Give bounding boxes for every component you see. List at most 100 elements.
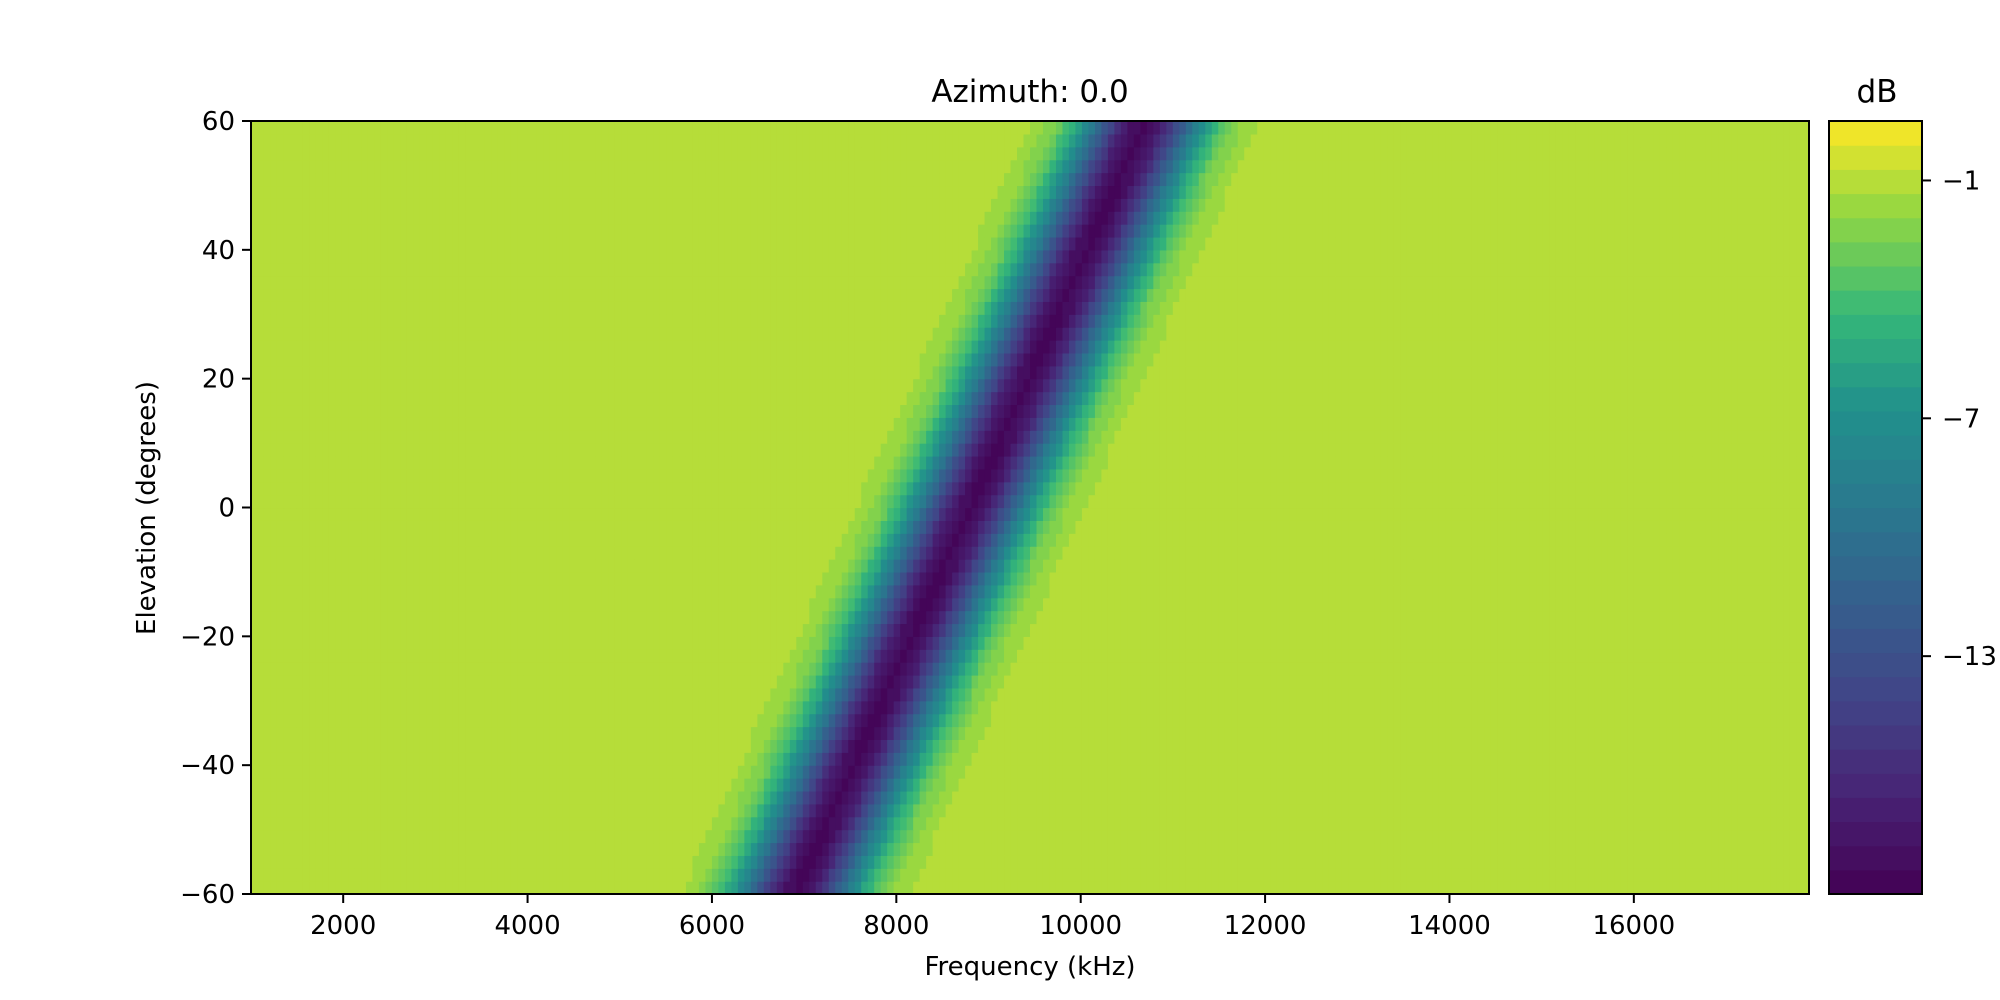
heatmap-cell bbox=[1374, 765, 1382, 779]
heatmap-cell bbox=[971, 842, 979, 856]
heatmap-cell bbox=[679, 700, 687, 715]
heatmap-cell bbox=[750, 868, 758, 882]
heatmap-cell bbox=[335, 649, 343, 663]
heatmap-cell bbox=[419, 816, 427, 831]
heatmap-cell bbox=[588, 790, 596, 805]
heatmap-cell bbox=[1627, 726, 1635, 740]
heatmap-cell bbox=[1438, 752, 1447, 766]
heatmap-cell bbox=[1075, 842, 1083, 856]
heatmap-cell bbox=[270, 713, 278, 728]
heatmap-cell bbox=[1205, 662, 1213, 676]
heatmap-cell bbox=[783, 816, 791, 831]
heatmap-cell bbox=[1536, 636, 1544, 650]
heatmap-cell bbox=[1185, 687, 1193, 702]
heatmap-cell bbox=[692, 868, 700, 882]
heatmap-cell bbox=[1776, 842, 1784, 856]
heatmap-cell bbox=[1328, 790, 1336, 805]
heatmap-cell bbox=[1757, 803, 1765, 818]
heatmap-cell bbox=[276, 842, 285, 856]
heatmap-cell bbox=[413, 700, 421, 715]
heatmap-cell bbox=[1283, 778, 1291, 792]
heatmap-cell bbox=[1081, 726, 1090, 740]
heatmap-cell bbox=[1510, 855, 1518, 869]
heatmap-cell bbox=[1581, 816, 1589, 831]
heatmap-cell bbox=[1451, 649, 1460, 663]
heatmap-cell bbox=[335, 726, 343, 740]
heatmap-cell bbox=[1244, 700, 1252, 715]
heatmap-cell bbox=[1309, 739, 1317, 753]
heatmap-cell bbox=[848, 752, 856, 766]
heatmap-cell bbox=[1107, 752, 1115, 766]
heatmap-cell bbox=[458, 778, 466, 792]
heatmap-cell bbox=[1302, 713, 1310, 728]
heatmap-cell bbox=[1017, 623, 1025, 637]
heatmap-cell bbox=[419, 803, 427, 818]
heatmap-cell bbox=[523, 726, 531, 740]
heatmap-cell bbox=[1270, 739, 1278, 753]
heatmap-cell bbox=[1114, 739, 1122, 753]
heatmap-cell bbox=[1185, 765, 1193, 779]
heatmap-cell bbox=[796, 881, 804, 895]
heatmap-cell bbox=[1367, 726, 1375, 740]
heatmap-cell bbox=[302, 829, 311, 844]
heatmap-cell bbox=[1367, 687, 1375, 702]
heatmap-cell bbox=[1237, 855, 1245, 869]
heatmap-cell bbox=[1211, 636, 1219, 650]
heatmap-cell bbox=[854, 662, 862, 676]
heatmap-cell bbox=[666, 726, 674, 740]
heatmap-cell bbox=[1750, 662, 1758, 676]
heatmap-cell bbox=[328, 623, 336, 637]
heatmap-cell bbox=[783, 623, 791, 637]
heatmap-cell bbox=[1614, 726, 1622, 740]
heatmap-cell bbox=[497, 868, 505, 882]
heatmap-cell bbox=[1017, 726, 1025, 740]
heatmap-cell bbox=[426, 739, 434, 753]
heatmap-cell bbox=[1224, 726, 1232, 740]
heatmap-cell bbox=[1601, 687, 1609, 702]
heatmap-cell bbox=[789, 881, 797, 895]
heatmap-cell bbox=[1309, 803, 1317, 818]
heatmap-cell bbox=[1068, 855, 1077, 869]
heatmap-cell bbox=[978, 739, 986, 753]
heatmap-cell bbox=[348, 868, 356, 882]
heatmap-cell bbox=[1549, 881, 1557, 895]
heatmap-cell bbox=[1646, 790, 1654, 805]
heatmap-cell bbox=[1601, 868, 1609, 882]
heatmap-cell bbox=[770, 700, 778, 715]
heatmap-cell bbox=[1770, 636, 1778, 650]
heatmap-cell bbox=[926, 700, 934, 715]
heatmap-cell bbox=[322, 829, 330, 844]
heatmap-cell bbox=[1107, 778, 1115, 792]
heatmap-cell bbox=[1185, 881, 1193, 895]
heatmap-cell bbox=[893, 623, 901, 637]
heatmap-cell bbox=[1042, 868, 1051, 882]
heatmap-cell bbox=[1030, 687, 1038, 702]
heatmap-cell bbox=[1646, 868, 1654, 882]
heatmap-cell bbox=[1036, 674, 1044, 689]
heatmap-cell bbox=[582, 842, 590, 856]
heatmap-cell bbox=[1004, 662, 1012, 676]
heatmap-cell bbox=[1309, 726, 1317, 740]
heatmap-cell bbox=[1445, 855, 1453, 869]
heatmap-cell bbox=[1017, 868, 1025, 882]
heatmap-cell bbox=[569, 881, 577, 895]
heatmap-cell bbox=[939, 713, 947, 728]
heatmap-cell bbox=[1750, 687, 1758, 702]
heatmap-cell bbox=[1419, 674, 1427, 689]
heatmap-cell bbox=[1536, 752, 1544, 766]
heatmap-cell bbox=[1374, 713, 1382, 728]
heatmap-cell bbox=[1250, 752, 1258, 766]
heatmap-cell bbox=[1497, 881, 1505, 895]
heatmap-cell bbox=[1471, 829, 1479, 844]
heatmap-cell bbox=[1692, 868, 1700, 882]
heatmap-cell bbox=[919, 726, 927, 740]
heatmap-cell bbox=[1237, 765, 1245, 779]
heatmap-cell bbox=[510, 765, 518, 779]
heatmap-cell bbox=[1140, 868, 1148, 882]
heatmap-cell bbox=[1322, 674, 1330, 689]
heatmap-cell bbox=[1017, 739, 1025, 753]
heatmap-cell bbox=[718, 816, 726, 831]
heatmap-cell bbox=[1335, 713, 1343, 728]
heatmap-cell bbox=[867, 855, 875, 869]
heatmap-cell bbox=[1438, 687, 1447, 702]
